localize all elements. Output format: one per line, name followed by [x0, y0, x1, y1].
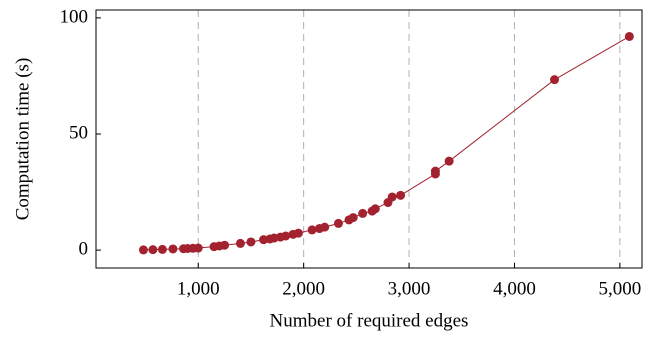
y-tick-label: 50	[69, 122, 88, 143]
data-point	[138, 245, 148, 255]
plot-frame	[95, 9, 643, 269]
x-axis-label: Number of required edges	[270, 310, 469, 331]
data-point	[157, 244, 167, 254]
data-point	[235, 238, 245, 248]
data-line	[143, 36, 630, 251]
data-point	[430, 166, 440, 176]
data-point	[246, 237, 256, 247]
x-tick-label: 1,000	[177, 278, 220, 299]
data-point	[220, 240, 230, 250]
data-point	[348, 213, 358, 223]
data-point	[148, 245, 158, 255]
data-point	[624, 31, 634, 41]
x-tick-label: 2,000	[282, 278, 325, 299]
y-tick-label: 0	[79, 238, 89, 259]
data-point	[168, 244, 178, 254]
data-point	[550, 75, 560, 85]
data-point	[193, 243, 203, 253]
y-tick-label: 100	[60, 6, 89, 27]
x-tick-label: 5,000	[598, 278, 641, 299]
data-point	[396, 190, 406, 200]
x-tick-label: 4,000	[493, 278, 536, 299]
data-point	[370, 204, 380, 214]
data-point	[444, 156, 454, 166]
data-point	[358, 208, 368, 218]
data-point	[281, 231, 291, 241]
data-point	[320, 222, 330, 232]
data-point	[387, 192, 397, 202]
x-tick-label: 3,000	[388, 278, 431, 299]
y-axis-label: Computation time (s)	[12, 58, 33, 221]
data-point	[307, 225, 317, 235]
data-point	[333, 218, 343, 228]
data-point	[293, 228, 303, 238]
